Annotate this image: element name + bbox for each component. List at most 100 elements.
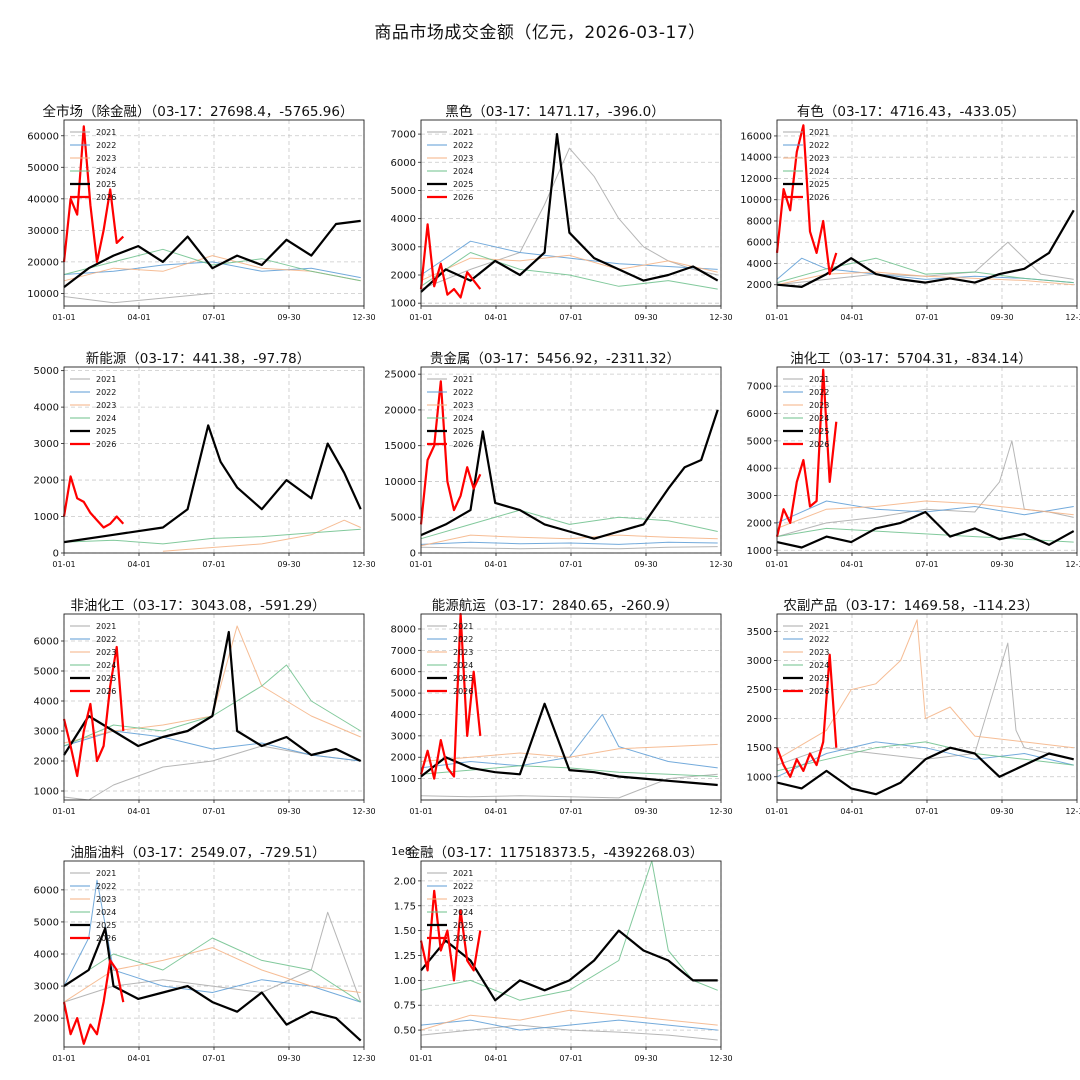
y-tick-label: 3000 bbox=[747, 656, 772, 667]
legend-label-2021: 2021 bbox=[96, 869, 116, 878]
series-line-2026 bbox=[62, 959, 125, 1045]
legend-label-2021: 2021 bbox=[453, 128, 473, 137]
series-line-2022 bbox=[776, 741, 1074, 778]
line-chart: 2000 4000 6000 8000 10000 12000 14000 16000 01-0… bbox=[740, 119, 1080, 322]
y-tick-label: 12000 bbox=[740, 174, 772, 185]
y-tick-label: 6000 bbox=[391, 667, 416, 678]
x-tick-label: 04-01 bbox=[127, 560, 150, 569]
series-line-2021 bbox=[420, 546, 718, 550]
chart-panel: 油化工（03-17：5704.31，-834.14） 1000 2000 3000 40… bbox=[733, 347, 1080, 584]
series-line-2021 bbox=[63, 292, 213, 304]
x-tick-label: 01-01 bbox=[765, 560, 788, 569]
series-line-2025 bbox=[420, 409, 719, 540]
series-line-2022 bbox=[420, 714, 718, 769]
chart-title: 金融（03-17：117518373.5，-4392268.03） bbox=[406, 845, 704, 861]
legend-label-2024: 2024 bbox=[809, 167, 829, 176]
y-tick-label: 2000 bbox=[34, 476, 59, 487]
chart-title: 贵金属（03-17：5456.92，-2311.32） bbox=[429, 351, 681, 367]
y-tick-label: 2000 bbox=[34, 757, 59, 768]
y-tick-label: 1000 bbox=[747, 546, 772, 557]
x-tick-label: 01-01 bbox=[52, 807, 75, 816]
series-line-2023 bbox=[420, 1009, 718, 1031]
chart-title: 全市场（除金融）（03-17：27698.4，-5765.96） bbox=[42, 104, 354, 120]
chart-title: 油脂油料（03-17：2549.07，-729.51） bbox=[70, 845, 326, 861]
chart-panel: 有色（03-17：4716.43，-433.05） 2000 4000 6000 800… bbox=[733, 100, 1080, 337]
y-tick-label: 60000 bbox=[27, 131, 59, 142]
legend-label-2021: 2021 bbox=[453, 375, 473, 384]
legend-label-2025: 2025 bbox=[453, 674, 473, 683]
legend-label-2023: 2023 bbox=[96, 895, 116, 904]
legend-label-2024: 2024 bbox=[453, 908, 473, 917]
y-tick-label: 6000 bbox=[34, 637, 59, 648]
legend-label-2025: 2025 bbox=[809, 180, 829, 189]
x-tick-label: 07-01 bbox=[559, 313, 582, 322]
x-tick-label: 07-01 bbox=[202, 807, 225, 816]
y-tick-label: 30000 bbox=[27, 226, 59, 237]
chart-panel: 贵金属（03-17：5456.92，-2311.32） 0 5000 10000 150… bbox=[377, 347, 733, 584]
legend: 2021 2022 2023 2024 2025 2026 bbox=[427, 375, 473, 449]
legend-label-2024: 2024 bbox=[96, 167, 116, 176]
y-tick-label: 1000 bbox=[34, 787, 59, 798]
x-tick-label: 04-01 bbox=[127, 807, 150, 816]
y-tick-label: 5000 bbox=[34, 366, 59, 377]
legend-label-2022: 2022 bbox=[453, 635, 473, 644]
series-line-2026 bbox=[419, 380, 482, 525]
series-line-2025 bbox=[63, 927, 362, 1042]
x-tick-label: 04-01 bbox=[484, 807, 507, 816]
legend-label-2022: 2022 bbox=[96, 635, 116, 644]
x-tick-label: 07-01 bbox=[559, 560, 582, 569]
x-tick-label: 12-30 bbox=[352, 313, 375, 322]
chart-title: 有色（03-17：4716.43，-433.05） bbox=[796, 104, 1026, 120]
x-tick-label: 12-30 bbox=[1065, 313, 1080, 322]
y-tick-label: 3000 bbox=[34, 982, 59, 993]
legend-label-2023: 2023 bbox=[96, 401, 116, 410]
legend-label-2021: 2021 bbox=[809, 128, 829, 137]
series-line-2025 bbox=[776, 510, 1075, 549]
series-line-2026 bbox=[775, 124, 838, 276]
chart-title: 农副产品（03-17：1469.58，-114.23） bbox=[783, 598, 1039, 614]
legend-label-2026: 2026 bbox=[453, 440, 473, 449]
series-line-2022 bbox=[63, 730, 361, 762]
y-tick-label: 4000 bbox=[34, 950, 59, 961]
y-tick-label: 5000 bbox=[34, 667, 59, 678]
legend: 2021 2022 2023 2024 2025 2026 bbox=[70, 869, 116, 943]
legend: 2021 2022 2023 2024 2025 2026 bbox=[70, 375, 116, 449]
chart-panel: 非油化工（03-17：3043.08，-591.29） 1000 2000 3000 4… bbox=[20, 594, 376, 831]
series-line-2025 bbox=[776, 746, 1074, 796]
series-line-2026 bbox=[62, 475, 125, 529]
y-tick-label: 10000 bbox=[740, 195, 772, 206]
legend-label-2025: 2025 bbox=[453, 180, 473, 189]
chart-panel: 农副产品（03-17：1469.58，-114.23） 1000 1500 2000 2… bbox=[733, 594, 1080, 831]
y-tick-label: 2000 bbox=[747, 280, 772, 291]
x-tick-label: 01-01 bbox=[765, 807, 788, 816]
y-tick-label: 0 bbox=[53, 549, 59, 560]
legend-label-2023: 2023 bbox=[453, 648, 473, 657]
y-tick-label: 4000 bbox=[747, 464, 772, 475]
legend-label-2026: 2026 bbox=[96, 934, 116, 943]
series-line-2026 bbox=[419, 889, 482, 982]
y-tick-label: 2000 bbox=[391, 753, 416, 764]
series-line-2022 bbox=[776, 257, 1074, 284]
legend-label-2026: 2026 bbox=[809, 687, 829, 696]
x-tick-label: 09-30 bbox=[990, 313, 1013, 322]
x-tick-label: 07-01 bbox=[202, 560, 225, 569]
x-tick-label: 07-01 bbox=[202, 313, 225, 322]
x-tick-label: 04-01 bbox=[127, 313, 150, 322]
line-chart: 0 1000 2000 3000 4000 5000 01-01 04-01 07-01 09-3… bbox=[34, 366, 376, 569]
series-line-2021 bbox=[776, 440, 1074, 538]
chart-title: 非油化工（03-17：3043.08，-591.29） bbox=[70, 598, 326, 614]
y-tick-label: 4000 bbox=[34, 697, 59, 708]
legend-label-2022: 2022 bbox=[453, 141, 473, 150]
legend-label-2021: 2021 bbox=[96, 375, 116, 384]
legend-label-2024: 2024 bbox=[96, 661, 116, 670]
y-tick-label: 0.75 bbox=[394, 1001, 416, 1012]
series-line-2024 bbox=[776, 257, 1074, 284]
y-tick-label: 4000 bbox=[747, 259, 772, 270]
chart-title: 黑色（03-17：1471.17，-396.0） bbox=[445, 104, 665, 120]
x-tick-label: 09-30 bbox=[990, 560, 1013, 569]
chart-panel: 金融（03-17：117518373.5，-4392268.03） 0.50 0.7… bbox=[377, 841, 733, 1078]
y-tick-label: 15000 bbox=[384, 441, 416, 452]
legend-label-2022: 2022 bbox=[809, 141, 829, 150]
series-line-2024 bbox=[776, 741, 1074, 772]
y-tick-label: 3000 bbox=[747, 491, 772, 502]
